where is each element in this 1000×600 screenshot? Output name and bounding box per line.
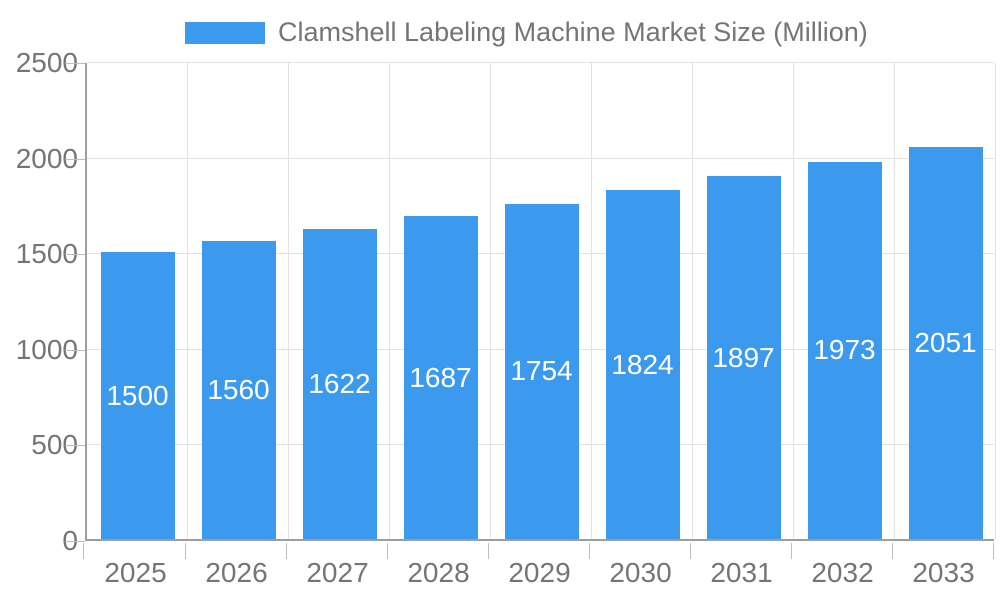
bar-2026[interactable]: 1560: [201, 240, 276, 539]
y-axis-tick: [65, 445, 85, 447]
gridline-vertical: [389, 63, 390, 539]
x-axis-tick: [488, 543, 489, 559]
x-axis-tick-label: 2033: [912, 557, 975, 588]
y-axis-tick-label: 2500: [15, 47, 78, 78]
legend-label: Clamshell Labeling Machine Market Size (…: [278, 17, 868, 47]
bar-2030[interactable]: 1824: [605, 190, 680, 539]
plot-area: 1500 1560 1622 1687 1754 1824 1897 1973 2051: [85, 62, 996, 541]
bar-2033[interactable]: 2051: [908, 146, 983, 539]
x-axis-tick: [185, 543, 186, 559]
gridline-vertical: [894, 63, 895, 539]
x-axis-tick: [993, 543, 994, 559]
y-axis-tick-label: 0: [62, 525, 78, 556]
gridline-horizontal: [87, 62, 994, 63]
bar-value-label: 1897: [712, 341, 775, 373]
gridline-vertical: [995, 63, 996, 539]
gridline-vertical: [591, 63, 592, 539]
y-axis-tick: [65, 254, 85, 256]
bar-2031[interactable]: 1897: [706, 176, 781, 539]
bar-2027[interactable]: 1622: [302, 228, 377, 539]
y-axis-tick-label: 1000: [15, 333, 78, 365]
x-axis-tick: [83, 543, 84, 559]
bar-value-label: 2051: [914, 326, 977, 358]
gridline-vertical: [288, 63, 289, 539]
bar-value-label: 1824: [611, 348, 674, 380]
y-axis-tick-label: 500: [31, 429, 78, 461]
y-axis-tick-label: 1500: [15, 238, 78, 270]
y-axis-tick-label: 2000: [15, 142, 78, 174]
bar-2029[interactable]: 1754: [504, 203, 579, 539]
bar-value-label: 1500: [106, 379, 169, 411]
gridline-vertical: [490, 63, 491, 539]
bar-value-label: 1622: [308, 367, 371, 399]
bar-value-label: 1687: [409, 361, 472, 393]
x-axis-tick: [286, 543, 287, 559]
legend-item[interactable]: Clamshell Labeling Machine Market Size (…: [185, 17, 868, 48]
x-axis-tick-label: 2027: [306, 557, 369, 588]
x-axis-tick-label: 2025: [104, 557, 167, 588]
x-axis-tick-label: 2030: [609, 557, 672, 588]
bar-2025[interactable]: 1500: [100, 252, 175, 539]
x-axis-tick: [791, 543, 792, 559]
x-axis-tick-label: 2029: [508, 557, 571, 588]
bar-2032[interactable]: 1973: [807, 161, 882, 539]
gridline-horizontal: [87, 157, 994, 159]
gridline-vertical: [187, 63, 188, 539]
bar-value-label: 1560: [207, 373, 270, 405]
x-axis-tick: [589, 543, 590, 559]
bar-value-label: 1973: [813, 334, 876, 366]
x-axis-tick-label: 2032: [811, 557, 874, 588]
y-axis-tick: [65, 541, 85, 542]
gridline-vertical: [793, 63, 794, 539]
x-axis-tick-label: 2026: [205, 557, 268, 588]
y-axis-tick: [65, 63, 85, 64]
gridline-vertical: [692, 63, 693, 539]
legend-swatch: [185, 21, 265, 44]
y-axis-tick: [65, 349, 85, 351]
x-axis-tick: [387, 543, 388, 559]
bar-value-label: 1754: [510, 355, 573, 387]
x-axis-tick: [690, 543, 691, 559]
x-axis-tick-label: 2028: [407, 557, 470, 588]
x-axis-tick-label: 2031: [710, 557, 773, 588]
y-axis-tick: [65, 158, 85, 160]
bar-2028[interactable]: 1687: [403, 216, 478, 539]
x-axis-tick: [892, 543, 893, 559]
